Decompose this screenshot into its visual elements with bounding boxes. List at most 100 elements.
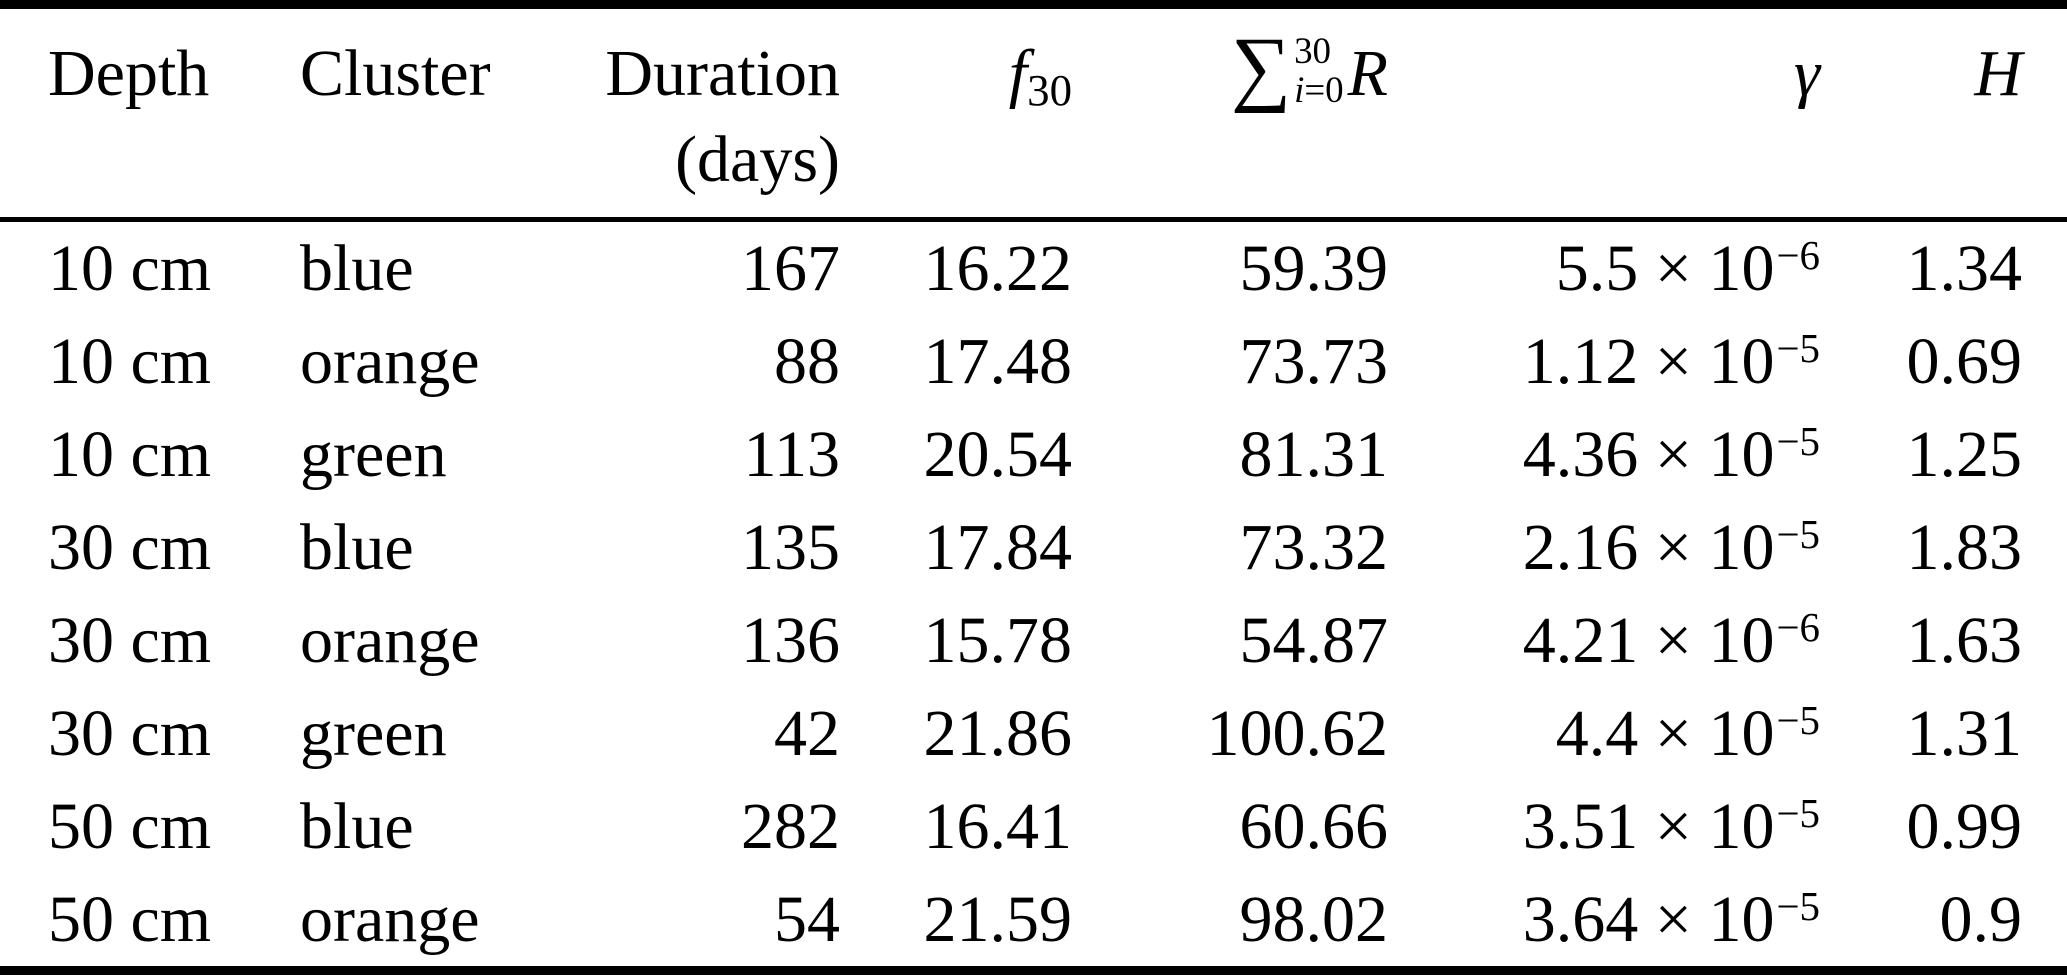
gamma-mantissa: 3.64 × 10 [1522,883,1775,956]
gamma-exponent: −5 [1776,325,1820,371]
sigma-index-eq: =0 [1304,68,1344,110]
gamma-mantissa: 3.51 × 10 [1522,790,1775,863]
gamma-mantissa: 2.16 × 10 [1522,511,1775,584]
col-header-cluster: Cluster [300,37,491,110]
table-row: 30 cm green 42 21.86 100.62 4.4 × 10−5 1… [0,687,2067,780]
cell-duration: 88 [774,325,840,398]
cell-f30: 16.41 [923,790,1073,863]
cell-f30: 15.78 [923,604,1073,677]
table-row: 10 cm orange 88 17.48 73.73 1.12 × 10−5 … [0,315,2067,408]
gamma-mantissa: 1.12 × 10 [1522,325,1775,398]
cell-depth: 10 cm [48,232,212,305]
cell-depth: 30 cm [48,697,212,770]
cell-depth: 30 cm [48,511,212,584]
table-row: 10 cm blue 167 16.22 59.39 5.5 × 10−6 1.… [0,220,2067,316]
cell-gamma: 4.21 × 10−6 [1388,594,1820,687]
cell-gamma: 3.51 × 10−5 [1388,780,1820,873]
sum-variable-r: R [1347,37,1388,110]
gamma-mantissa: 4.4 × 10 [1555,697,1775,770]
cell-f30: 17.84 [923,511,1073,584]
col-header-gamma: γ [1388,5,1820,220]
f30-symbol: f [1008,37,1028,110]
cell-sum-r: 59.39 [1239,232,1389,305]
gamma-exponent: −5 [1776,511,1820,557]
header-row: Depth Cluster Duration (days) f30 ∑ 30 i=0 R… [0,5,2067,220]
cell-h: 0.9 [1939,883,2023,956]
cell-depth: 30 cm [48,604,212,677]
cell-sum-r: 54.87 [1239,604,1389,677]
cell-cluster: orange [300,883,480,956]
cell-duration: 42 [774,697,840,770]
gamma-symbol: γ [1793,37,1820,110]
gamma-exponent: −5 [1776,790,1820,836]
sigma-limits: 30 i=0 [1294,29,1344,110]
cell-sum-r: 98.02 [1239,883,1389,956]
sigma-lower-limit: i=0 [1294,68,1344,110]
gamma-exponent: −6 [1776,232,1820,278]
cell-duration: 136 [741,604,840,677]
sigma-upper-limit: 30 [1294,29,1332,71]
cell-cluster: orange [300,325,480,398]
cell-h: 1.83 [1906,511,2023,584]
cell-cluster: blue [300,790,414,863]
gamma-mantissa: 5.5 × 10 [1555,232,1775,305]
cell-sum-r: 100.62 [1206,697,1389,770]
cell-h: 1.63 [1906,604,2023,677]
cell-sum-r: 73.73 [1239,325,1389,398]
cell-cluster: green [300,697,447,770]
h-symbol: H [1974,37,2022,110]
cell-h: 1.25 [1906,418,2023,491]
gamma-mantissa: 4.36 × 10 [1522,418,1775,491]
cell-cluster: orange [300,604,480,677]
gamma-exponent: −5 [1776,418,1820,464]
cell-duration: 54 [774,883,840,956]
table-row: 30 cm orange 136 15.78 54.87 4.21 × 10−6… [0,594,2067,687]
col-header-h: H [1820,5,2067,220]
gamma-mantissa: 4.21 × 10 [1522,604,1775,677]
cell-f30: 21.59 [923,883,1073,956]
cell-duration: 282 [741,790,840,863]
gamma-exponent: −6 [1776,604,1820,650]
cell-f30: 17.48 [923,325,1073,398]
f30-subscript: 30 [1027,64,1072,115]
cell-depth: 10 cm [48,325,212,398]
cell-sum-r: 60.66 [1239,790,1389,863]
cell-duration: 167 [741,232,840,305]
cell-depth: 50 cm [48,790,212,863]
cell-h: 1.31 [1906,697,2023,770]
sigma-symbol: ∑ [1230,21,1292,114]
gamma-exponent: −5 [1776,883,1820,929]
col-header-depth: Depth [48,37,210,110]
cell-gamma: 3.64 × 10−5 [1388,873,1820,971]
sigma-index-var: i [1294,68,1305,110]
cell-f30: 20.54 [923,418,1073,491]
cell-gamma: 5.5 × 10−6 [1388,220,1820,316]
table-row: 30 cm blue 135 17.84 73.32 2.16 × 10−5 1… [0,501,2067,594]
duration-label: Duration [605,37,840,110]
cell-cluster: blue [300,511,414,584]
cell-depth: 50 cm [48,883,212,956]
cell-f30: 21.86 [923,697,1073,770]
cell-duration: 135 [741,511,840,584]
duration-unit-label: (days) [675,123,840,196]
cell-cluster: blue [300,232,414,305]
cell-duration: 113 [743,418,840,491]
cell-h: 0.69 [1906,325,2023,398]
cell-cluster: green [300,418,447,491]
cell-sum-r: 81.31 [1239,418,1389,491]
col-header-f30: f30 [840,5,1072,220]
cell-sum-r: 73.32 [1239,511,1389,584]
cell-gamma: 4.4 × 10−5 [1388,687,1820,780]
cell-h: 0.99 [1906,790,2023,863]
cell-gamma: 4.36 × 10−5 [1388,408,1820,501]
cell-depth: 10 cm [48,418,212,491]
col-header-duration: Duration (days) [560,5,840,220]
cell-gamma: 1.12 × 10−5 [1388,315,1820,408]
cell-gamma: 2.16 × 10−5 [1388,501,1820,594]
cell-h: 1.34 [1906,232,2023,305]
table-row: 50 cm blue 282 16.41 60.66 3.51 × 10−5 0… [0,780,2067,873]
cell-f30: 16.22 [923,232,1073,305]
table-row: 10 cm green 113 20.54 81.31 4.36 × 10−5 … [0,408,2067,501]
col-header-sum-r: ∑ 30 i=0 R [1072,5,1388,220]
